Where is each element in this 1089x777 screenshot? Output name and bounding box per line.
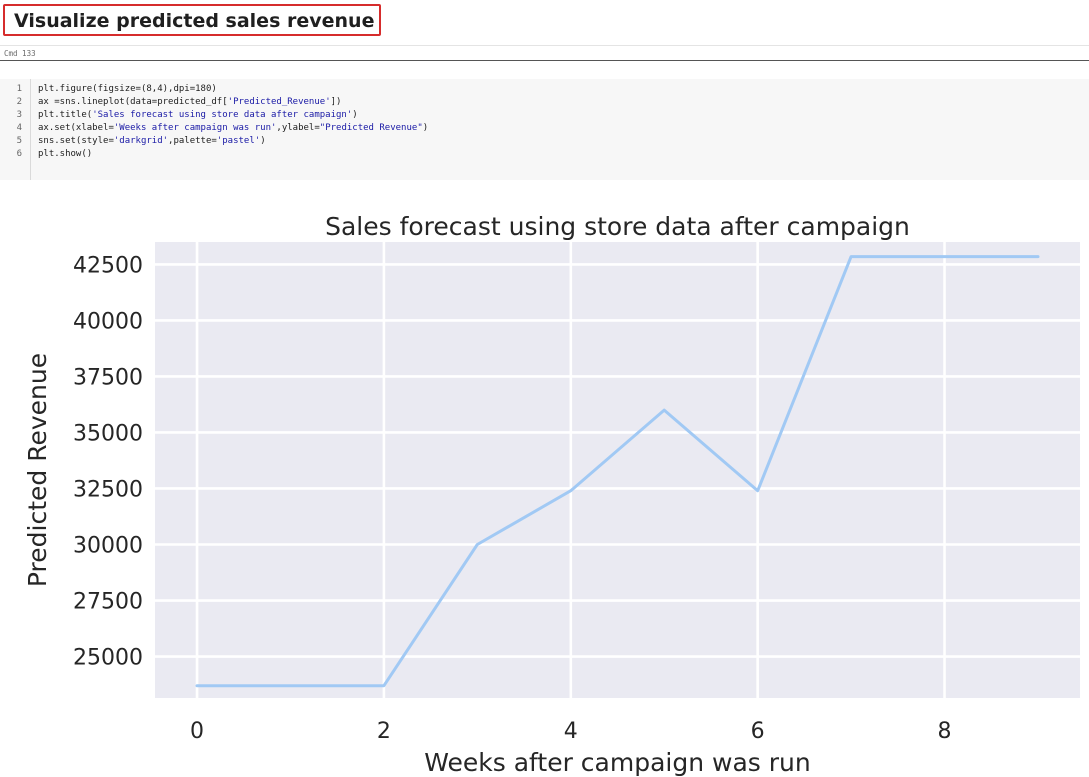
line-chart: 0 2 4 6 8 25000 27500 30000 32500 35000 37500 40000…	[23, 212, 1080, 777]
x-tick-label: 6	[751, 719, 765, 744]
y-tick-label: 25000	[73, 646, 143, 671]
plot-area	[155, 242, 1080, 698]
line-number: 2	[16, 97, 22, 107]
section-heading: Visualize predicted sales revenue	[3, 4, 381, 36]
cell-rule	[0, 60, 1089, 61]
cmd-label: Cmd 133	[4, 49, 36, 58]
line-number: 6	[16, 149, 22, 159]
code-text: sns.set(style='darkgrid',palette='pastel…	[38, 136, 266, 146]
code-line: 2 ax =sns.lineplot(data=predicted_df['Pre…	[0, 96, 342, 109]
x-tick-label: 8	[938, 719, 952, 744]
y-tick-label: 42500	[73, 253, 143, 278]
y-tick-label: 37500	[73, 365, 143, 390]
code-line: 1 plt.figure(figsize=(8,4),dpi=180)	[0, 83, 217, 96]
y-tick-label: 27500	[73, 590, 143, 615]
code-line: 3 plt.title('Sales forecast using store d…	[0, 109, 358, 122]
code-text: ax.set(xlabel='Weeks after campaign was …	[38, 123, 429, 133]
y-tick-label: 30000	[73, 534, 143, 559]
x-tick-label: 0	[190, 719, 204, 744]
y-tick-label: 32500	[73, 477, 143, 502]
cell-divider	[0, 45, 1089, 46]
code-line: 4 ax.set(xlabel='Weeks after campaign was…	[0, 122, 429, 135]
chart-title: Sales forecast using store data after ca…	[325, 212, 910, 241]
line-number: 4	[16, 123, 22, 133]
code-text: plt.title('Sales forecast using store da…	[38, 110, 358, 120]
series-line	[195, 255, 1040, 688]
line-number: 5	[16, 136, 22, 146]
code-text: plt.show()	[38, 149, 93, 159]
line-number: 3	[16, 110, 22, 120]
y-tick-label: 40000	[73, 309, 143, 334]
x-tick-label: 4	[564, 719, 578, 744]
line-number: 1	[16, 84, 22, 94]
y-axis-label: Predicted Revenue	[23, 353, 52, 587]
gutter-divider	[30, 79, 31, 180]
code-text: ax =sns.lineplot(data=predicted_df['Pred…	[38, 97, 342, 107]
x-axis-label: Weeks after campaign was run	[424, 748, 810, 777]
code-lines: 1 plt.figure(figsize=(8,4),dpi=180) 2 ax =s…	[0, 83, 429, 161]
code-line: 5 sns.set(style='darkgrid',palette='paste…	[0, 135, 266, 148]
code-line: 6 plt.show()	[0, 148, 93, 161]
code-text: plt.figure(figsize=(8,4),dpi=180)	[38, 84, 217, 94]
x-tick-label: 2	[377, 719, 391, 744]
y-tick-label: 35000	[73, 421, 143, 446]
code-cell[interactable]: 1 plt.figure(figsize=(8,4),dpi=180) 2 ax =s…	[0, 79, 1089, 180]
